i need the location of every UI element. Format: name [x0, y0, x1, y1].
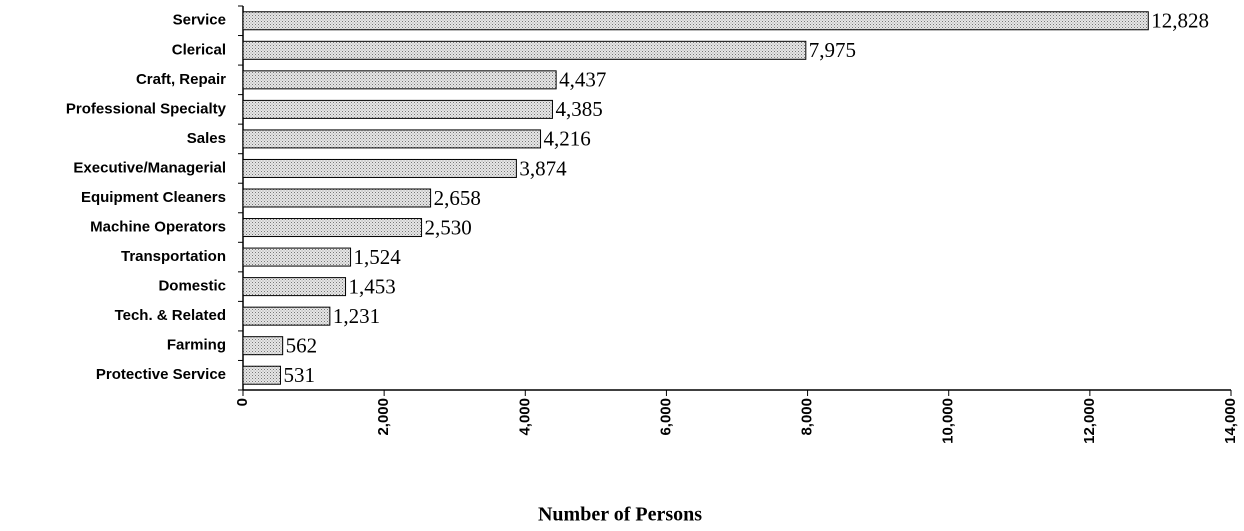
y-tick-label: Machine Operators [90, 219, 226, 236]
value-label: 1,231 [333, 304, 380, 328]
y-tick-label: Protective Service [96, 366, 226, 383]
bar [242, 40, 807, 60]
value-label: 531 [283, 363, 315, 387]
y-tick-label: Craft, Repair [136, 71, 226, 88]
value-label: 3,874 [519, 156, 567, 180]
x-tick-label: 6,000 [657, 398, 674, 436]
y-tick-label: Executive/Managerial [73, 159, 226, 176]
value-label: 12,828 [1151, 9, 1209, 33]
x-tick-label: 2,000 [375, 398, 392, 436]
bar [242, 218, 423, 238]
y-tick-label: Service [173, 12, 226, 29]
value-label: 1,524 [354, 245, 402, 269]
bar [242, 277, 347, 297]
value-label: 1,453 [349, 274, 396, 298]
x-tick-label: 4,000 [516, 398, 533, 436]
value-label: 7,975 [809, 38, 856, 62]
bar [242, 336, 284, 356]
bar [242, 99, 553, 119]
x-tick-label: 12,000 [1081, 398, 1098, 444]
bar [242, 158, 517, 178]
bar [242, 188, 432, 208]
bar [242, 11, 1149, 31]
x-tick-label: 14,000 [1222, 398, 1239, 444]
value-label: 4,216 [544, 127, 591, 151]
x-axis-title: Number of Persons [538, 504, 702, 526]
bar [242, 129, 542, 149]
bar [242, 306, 331, 326]
y-tick-label: Equipment Cleaners [81, 189, 226, 206]
bar [242, 247, 352, 267]
value-label: 2,658 [434, 186, 481, 210]
bar [242, 365, 281, 385]
value-label: 562 [286, 334, 318, 358]
bar [242, 70, 557, 90]
value-label: 4,385 [555, 97, 602, 121]
y-tick-label: Professional Specialty [66, 100, 227, 117]
x-tick-label: 10,000 [940, 398, 957, 444]
value-label: 4,437 [559, 68, 606, 92]
x-tick-label: 8,000 [799, 398, 816, 436]
x-tick-label: 0 [234, 398, 251, 406]
value-label: 2,530 [425, 215, 472, 239]
y-tick-label: Transportation [121, 248, 226, 265]
y-tick-label: Sales [187, 130, 226, 147]
y-tick-label: Domestic [158, 278, 226, 295]
y-tick-label: Clerical [172, 41, 226, 58]
y-tick-label: Tech. & Related [115, 307, 226, 324]
y-tick-label: Farming [167, 337, 226, 354]
